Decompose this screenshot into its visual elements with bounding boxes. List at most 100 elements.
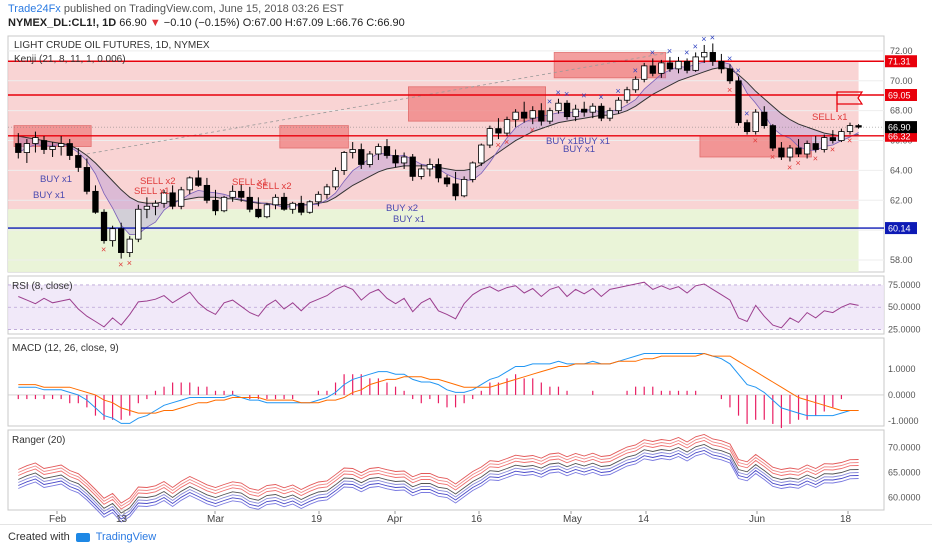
candle-body: [598, 105, 605, 119]
signal-label: SELL x1: [134, 186, 170, 197]
buy-marker: ×: [530, 125, 535, 135]
buy-marker: ×: [813, 154, 818, 164]
candle-body: [40, 140, 48, 150]
buy-marker: ×: [495, 140, 500, 150]
buy-marker: ×: [796, 158, 801, 168]
candle-body: [632, 78, 639, 91]
candle-body: [846, 125, 854, 132]
candle-body: [778, 147, 785, 158]
candle-body: [701, 52, 708, 58]
candle-body: [58, 143, 65, 147]
ranger-line-5: [18, 450, 859, 520]
ranger-line-6: [18, 453, 859, 523]
candle-body: [709, 52, 716, 62]
candle-body: [169, 192, 176, 207]
buy-marker: ×: [118, 260, 123, 270]
time-tick-label: May: [563, 514, 582, 524]
signal-label: BUY x2: [386, 203, 418, 214]
ranger-line-4: [18, 447, 859, 517]
candle-body: [581, 108, 588, 113]
candle-body: [323, 186, 331, 195]
candle-body: [461, 178, 468, 197]
current-price-tag: [885, 121, 917, 134]
buy-marker: ×: [770, 152, 775, 162]
candle-body: [803, 143, 811, 155]
price-tick-label: 72.00: [890, 46, 913, 56]
signal-label: SELL x2: [140, 176, 176, 187]
sell-marker: ×: [598, 92, 603, 102]
candle-body: [272, 196, 279, 206]
candle-body: [409, 156, 416, 177]
candle-body: [606, 110, 614, 119]
candle-body: [263, 204, 271, 218]
tradingview-brand[interactable]: TradingView: [95, 531, 157, 543]
sell-marker: ×: [615, 86, 620, 96]
candle-body: [829, 137, 836, 141]
level-tag-text: 69.05: [888, 91, 911, 101]
trendline: [86, 52, 670, 155]
ranger-line-3: [18, 444, 859, 514]
candle-body: [563, 102, 571, 118]
candle-body: [512, 111, 519, 121]
candle-body: [658, 62, 665, 74]
time-tick-label: 19: [311, 514, 323, 524]
sell-marker: ×: [650, 47, 655, 57]
candle-body: [641, 65, 648, 80]
candle-body: [495, 128, 502, 134]
candle-body: [469, 162, 476, 180]
candle-body: [623, 89, 631, 101]
candle-body: [726, 68, 734, 82]
macd-tick-label: 0.0000: [888, 390, 916, 400]
ranger-tick-label: 65.0000: [888, 468, 921, 478]
candle-body: [435, 164, 442, 179]
candle-body: [812, 143, 819, 150]
time-tick-label: Apr: [387, 514, 403, 524]
last-price: 66.90: [119, 17, 147, 29]
chart-canvas[interactable]: 58.0060.0062.0064.0066.0068.0070.0072.00…: [0, 32, 932, 524]
candle-body: [49, 146, 56, 150]
candle-body: [615, 99, 622, 112]
candle-body: [452, 183, 459, 197]
candle-body: [375, 146, 382, 155]
signal-label: SELL x1: [232, 177, 268, 188]
price-tick-label: 58.00: [890, 255, 913, 265]
time-tick-label: Feb: [49, 514, 67, 524]
ranger-line-2: [18, 440, 859, 510]
candle-body: [443, 177, 451, 185]
candle-body: [220, 196, 228, 212]
candle-body: [786, 147, 794, 158]
signal-label: SELL x1: [812, 112, 848, 123]
candle-body: [118, 228, 125, 253]
candle-body: [92, 190, 99, 213]
candle-body: [315, 193, 322, 203]
signal-line: [18, 352, 859, 414]
created-with-text: Created with: [8, 531, 70, 543]
candle-body: [306, 201, 313, 213]
rsi-tick-label: 75.0000: [888, 280, 921, 290]
price-tick-label: 68.00: [890, 106, 913, 116]
candle-body: [752, 111, 759, 132]
candle-body: [546, 110, 554, 122]
candle-body: [75, 155, 82, 168]
candle-body: [692, 56, 699, 71]
buy-marker: ×: [830, 145, 835, 155]
publisher-link[interactable]: Trade24Fx: [8, 3, 61, 15]
time-tick-label: 18: [840, 514, 852, 524]
sell-marker: ×: [581, 91, 586, 101]
candle-body: [238, 190, 245, 198]
symbol-line: NYMEX_DL:CL1!, 1D 66.90 ▼ −0.10 (−0.15%)…: [8, 17, 405, 29]
time-tick-label: Jun: [749, 514, 765, 524]
sell-marker: ×: [633, 65, 638, 75]
candle-body: [349, 149, 356, 153]
tradingview-logo-icon: [75, 532, 90, 542]
candle-body: [32, 137, 39, 144]
candle-body: [289, 202, 296, 210]
sell-marker: ×: [736, 65, 741, 75]
candle-body: [15, 143, 22, 153]
candle-body: [392, 155, 399, 164]
candle-body: [426, 164, 433, 170]
candle-body: [400, 156, 408, 164]
candle-body: [572, 108, 579, 118]
candle-body: [178, 189, 185, 207]
candle-body: [521, 111, 528, 119]
